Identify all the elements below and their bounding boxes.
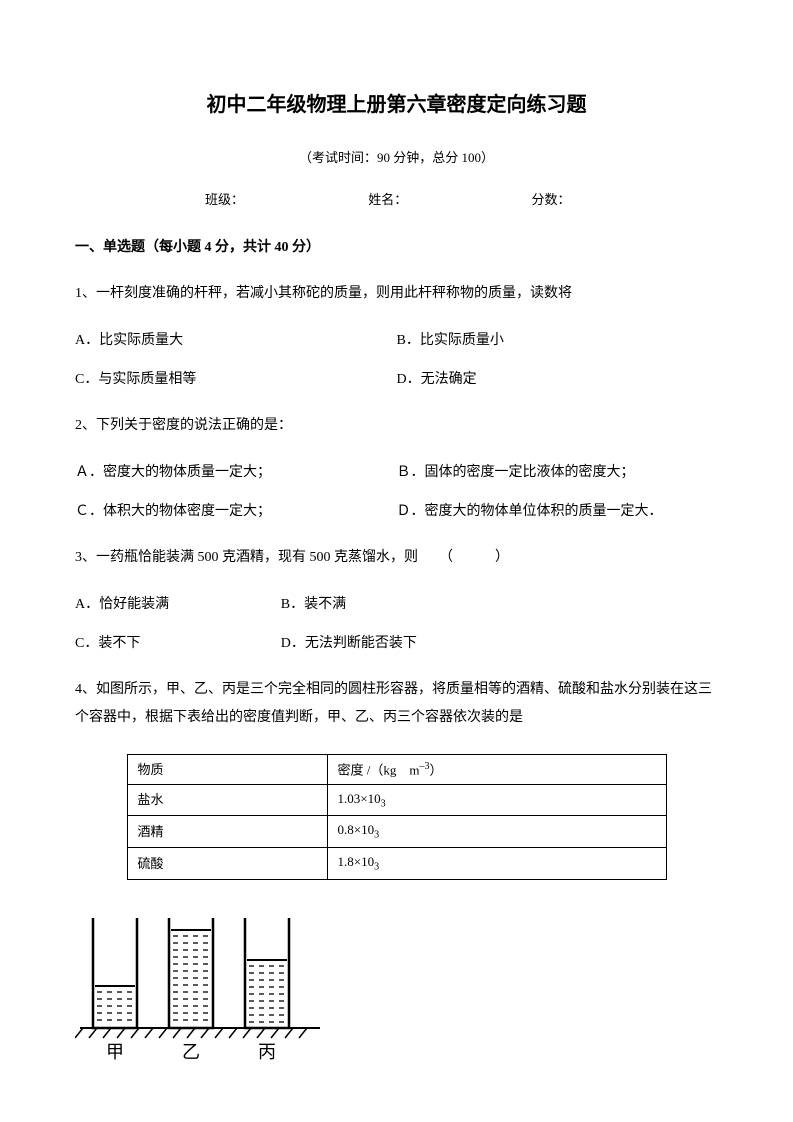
section-1-header: 一、单选题（每小题 4 分，共计 40 分） bbox=[75, 237, 718, 258]
q1-option-a: A．比实际质量大 bbox=[75, 330, 397, 351]
table-cell: 1.03×103 bbox=[327, 784, 666, 816]
table-cell: 酒精 bbox=[127, 816, 327, 848]
q1-option-b: B．比实际质量小 bbox=[397, 330, 719, 351]
q1-option-d: D．无法确定 bbox=[397, 369, 719, 390]
density-table: 物质 密度 /（kg m–3） 盐水 1.03×103 酒精 0.8×103 硫… bbox=[127, 754, 667, 880]
q1-option-c: C．与实际质量相等 bbox=[75, 369, 397, 390]
score-label: 分数： bbox=[532, 190, 571, 210]
table-row: 物质 密度 /（kg m–3） bbox=[127, 755, 666, 785]
question-3-options: A．恰好能装满 B．装不满 C．装不下 D．无法判断能否装下 bbox=[75, 594, 718, 654]
svg-text:丙: 丙 bbox=[258, 1042, 276, 1062]
page-title: 初中二年级物理上册第六章密度定向练习题 bbox=[75, 90, 718, 120]
question-1-options: A．比实际质量大 B．比实际质量小 C．与实际质量相等 D．无法确定 bbox=[75, 330, 718, 390]
table-cell: 盐水 bbox=[127, 784, 327, 816]
q3-option-d: D．无法判断能否装下 bbox=[281, 633, 603, 654]
question-2-options: Ａ．密度大的物体质量一定大； Ｂ．固体的密度一定比液体的密度大； Ｃ．体积大的物… bbox=[75, 462, 718, 522]
table-header-density: 密度 /（kg m–3） bbox=[327, 755, 666, 785]
beaker-svg: 甲乙丙 bbox=[75, 908, 325, 1068]
table-cell: 1.8×103 bbox=[327, 848, 666, 880]
q3-option-c: C．装不下 bbox=[75, 633, 281, 654]
question-3: 3、一药瓶恰能装满 500 克酒精，现有 500 克蒸馏水，则 （ ） bbox=[75, 544, 718, 572]
q3-option-a: A．恰好能装满 bbox=[75, 594, 281, 615]
name-label: 姓名： bbox=[368, 190, 528, 210]
table-row: 盐水 1.03×103 bbox=[127, 784, 666, 816]
svg-text:乙: 乙 bbox=[182, 1042, 200, 1062]
table-cell: 0.8×103 bbox=[327, 816, 666, 848]
q2-option-b: Ｂ．固体的密度一定比液体的密度大； bbox=[397, 462, 719, 483]
q2-option-a: Ａ．密度大的物体质量一定大； bbox=[75, 462, 397, 483]
table-row: 酒精 0.8×103 bbox=[127, 816, 666, 848]
question-2: 2、下列关于密度的说法正确的是： bbox=[75, 412, 718, 440]
beaker-diagram: 甲乙丙 bbox=[75, 908, 718, 1068]
q3-option-b: B．装不满 bbox=[281, 594, 487, 615]
svg-text:甲: 甲 bbox=[106, 1042, 124, 1062]
question-1: 1、一杆刻度准确的杆秤，若减小其称砣的质量，则用此杆秤称物的质量，读数将 bbox=[75, 280, 718, 308]
table-row: 硫酸 1.8×103 bbox=[127, 848, 666, 880]
info-line: 班级： 姓名： 分数： bbox=[75, 190, 718, 210]
class-label: 班级： bbox=[205, 190, 365, 210]
q2-option-c: Ｃ．体积大的物体密度一定大； bbox=[75, 501, 397, 522]
question-4: 4、如图所示，甲、乙、丙是三个完全相同的圆柱形容器，将质量相等的酒精、硫酸和盐水… bbox=[75, 676, 718, 732]
table-cell: 硫酸 bbox=[127, 848, 327, 880]
q2-option-d: Ｄ．密度大的物体单位体积的质量一定大． bbox=[397, 501, 719, 522]
exam-subtitle: （考试时间：90 分钟，总分 100） bbox=[75, 148, 718, 168]
table-header-substance: 物质 bbox=[127, 755, 327, 785]
